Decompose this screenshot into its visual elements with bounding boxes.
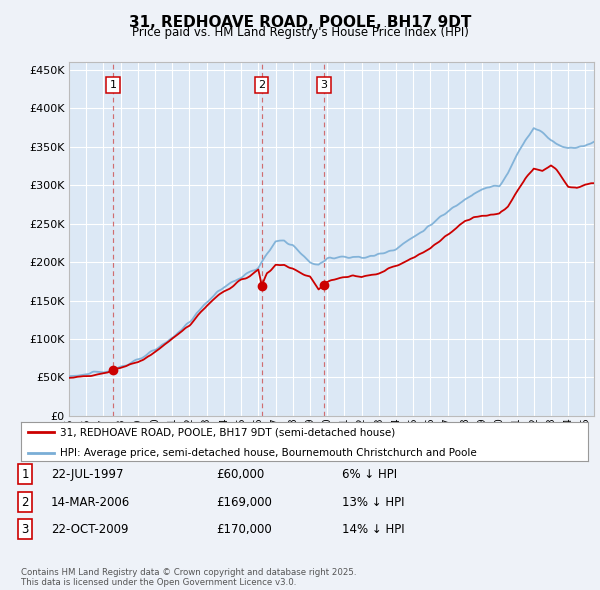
Text: £169,000: £169,000: [216, 496, 272, 509]
Text: 2: 2: [258, 80, 265, 90]
Text: 22-OCT-2009: 22-OCT-2009: [51, 523, 128, 536]
Text: 22-JUL-1997: 22-JUL-1997: [51, 468, 124, 481]
Text: 31, REDHOAVE ROAD, POOLE, BH17 9DT (semi-detached house): 31, REDHOAVE ROAD, POOLE, BH17 9DT (semi…: [59, 427, 395, 437]
Text: 14-MAR-2006: 14-MAR-2006: [51, 496, 130, 509]
Text: Price paid vs. HM Land Registry's House Price Index (HPI): Price paid vs. HM Land Registry's House …: [131, 26, 469, 39]
Text: 3: 3: [22, 523, 29, 536]
Text: 14% ↓ HPI: 14% ↓ HPI: [342, 523, 404, 536]
Text: £170,000: £170,000: [216, 523, 272, 536]
Text: 1: 1: [109, 80, 116, 90]
Text: HPI: Average price, semi-detached house, Bournemouth Christchurch and Poole: HPI: Average price, semi-detached house,…: [59, 448, 476, 458]
Text: 6% ↓ HPI: 6% ↓ HPI: [342, 468, 397, 481]
Text: 1: 1: [22, 468, 29, 481]
Text: 3: 3: [320, 80, 328, 90]
Text: 2: 2: [22, 496, 29, 509]
Text: £60,000: £60,000: [216, 468, 264, 481]
Text: 13% ↓ HPI: 13% ↓ HPI: [342, 496, 404, 509]
Text: 31, REDHOAVE ROAD, POOLE, BH17 9DT: 31, REDHOAVE ROAD, POOLE, BH17 9DT: [129, 15, 471, 30]
Text: Contains HM Land Registry data © Crown copyright and database right 2025.
This d: Contains HM Land Registry data © Crown c…: [21, 568, 356, 587]
